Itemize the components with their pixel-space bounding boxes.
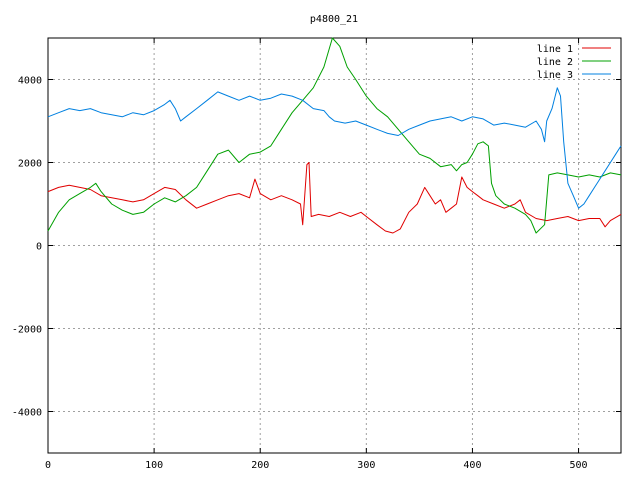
x-tick-label: 400 bbox=[463, 460, 481, 471]
x-tick-label: 0 bbox=[45, 460, 51, 471]
series-line-2 bbox=[47, 37, 622, 234]
y-tick-label: -4000 bbox=[12, 408, 42, 419]
chart-title: p4800_21 bbox=[310, 14, 358, 25]
y-tick-label: 0 bbox=[36, 242, 42, 253]
y-tick-label: -2000 bbox=[12, 325, 42, 336]
axes: 0 100 200 300 400 500 -4000 -2000 0 2000 4000 bbox=[12, 37, 622, 471]
series-line-1 bbox=[47, 162, 622, 234]
x-tick-label: 500 bbox=[570, 460, 588, 471]
x-tick-label: 200 bbox=[251, 460, 269, 471]
legend-label: line 3 bbox=[537, 70, 573, 81]
y-tick-label: 4000 bbox=[18, 76, 42, 87]
legend: line 1 line 2 line 3 bbox=[537, 44, 611, 81]
grid-lines bbox=[48, 38, 621, 453]
series-line-3 bbox=[47, 87, 622, 209]
x-tick-label: 100 bbox=[145, 460, 163, 471]
legend-label: line 1 bbox=[537, 44, 573, 55]
x-tick-label: 300 bbox=[357, 460, 375, 471]
legend-label: line 2 bbox=[537, 57, 573, 68]
series-lines bbox=[47, 37, 622, 234]
y-tick-label: 2000 bbox=[18, 159, 42, 170]
